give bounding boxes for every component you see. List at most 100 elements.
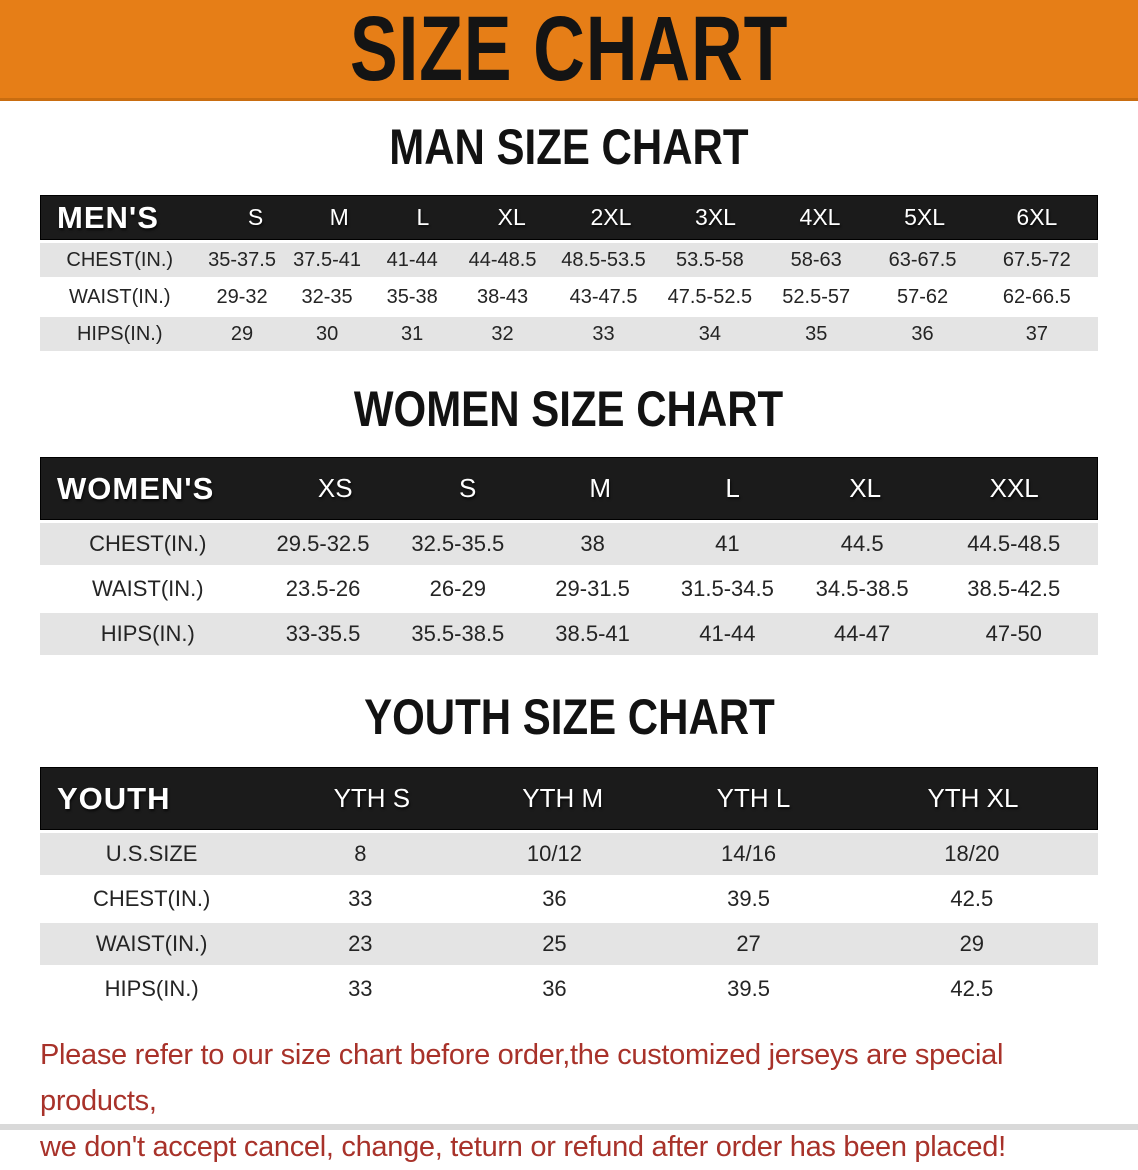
table-cell: 31 (401, 322, 424, 345)
men-col-header: S (247, 204, 264, 230)
table-cell: 30 (315, 322, 339, 345)
table-cell: 10/12 (526, 841, 582, 866)
row-label: CHEST(IN.) (66, 248, 174, 271)
table-cell: 33 (348, 886, 373, 911)
men-col-header: 5XL (904, 204, 945, 230)
row-label: WAIST(IN.) (69, 285, 171, 308)
table-cell: 36 (911, 322, 934, 345)
women-col-header: XL (849, 473, 882, 503)
table-cell: 41 (715, 531, 740, 556)
table-cell: 62-66.5 (1002, 285, 1071, 308)
table-cell: 38.5-41 (555, 621, 630, 646)
table-cell: 33 (592, 322, 615, 345)
table-cell: 8 (354, 841, 367, 866)
youth-section-title-text: YOUTH SIZE CHART (363, 689, 775, 745)
table-cell: 36 (542, 886, 567, 911)
row-label: HIPS(IN.) (100, 621, 195, 646)
table-cell: 39.5 (727, 976, 770, 1001)
table-cell: 34.5-38.5 (815, 576, 909, 601)
row-label: U.S.SIZE (105, 841, 198, 866)
youth-col-header: YTH XL (927, 783, 1019, 813)
table-cell: 29-32 (216, 285, 268, 308)
table-cell: 52.5-57 (782, 285, 851, 308)
table-cell: 34 (698, 322, 721, 345)
table-cell: 38.5-42.5 (967, 576, 1061, 601)
table-cell: 41-44 (386, 248, 438, 271)
women-col-header: M (589, 473, 612, 503)
table-cell: 33 (348, 976, 373, 1001)
disclaimer: Please refer to our size chart before or… (40, 1032, 1118, 1170)
table-row: CHEST(IN.) 33 36 39.5 42.5 (40, 878, 1098, 920)
table-cell: 43-47.5 (569, 285, 638, 308)
table-row: HIPS(IN.) 29 30 31 32 33 34 35 36 37 (40, 317, 1098, 351)
table-cell: 44.5-48.5 (967, 531, 1061, 556)
men-col-header: M (329, 204, 349, 230)
page-title: SIZE CHART (349, 0, 789, 100)
table-cell: 58-63 (790, 248, 842, 271)
women-section-title-text: WOMEN SIZE CHART (354, 381, 784, 437)
women-corner-label: WOMEN'S (57, 470, 215, 506)
youth-col-header: YTH L (716, 783, 791, 813)
table-cell: 63-67.5 (888, 248, 957, 271)
banner: SIZE CHART (0, 0, 1138, 101)
table-cell: 37 (1025, 322, 1048, 345)
table-cell: 23 (348, 931, 373, 956)
youth-table-header: YOUTH YTH S YTH M YTH L YTH XL (40, 767, 1098, 830)
men-col-header: 3XL (695, 204, 736, 230)
table-cell: 18/20 (944, 841, 1000, 866)
table-cell: 35 (805, 322, 828, 345)
men-col-header: 2XL (590, 204, 632, 230)
youth-corner-label: YOUTH (57, 780, 171, 816)
table-row: HIPS(IN.) 33-35.5 35.5-38.5 38.5-41 41-4… (40, 613, 1098, 655)
row-label: WAIST(IN.) (95, 931, 208, 956)
table-cell: 44-48.5 (468, 248, 537, 271)
table-cell: 14/16 (721, 841, 777, 866)
table-row: CHEST(IN.) 29.5-32.5 32.5-35.5 38 41 44.… (40, 523, 1098, 565)
table-cell: 26-29 (429, 576, 486, 601)
men-col-header: 6XL (1016, 204, 1058, 230)
table-cell: 35-37.5 (208, 248, 276, 271)
youth-section-title: YOUTH SIZE CHART (0, 691, 1138, 743)
table-cell: 31.5-34.5 (680, 576, 774, 601)
table-cell: 32.5-35.5 (411, 531, 505, 556)
women-col-header: S (459, 473, 477, 503)
women-table-header: WOMEN'S XS S M L XL XXL (40, 457, 1098, 520)
women-col-header: XS (317, 473, 353, 503)
table-cell: 29 (959, 931, 985, 956)
youth-col-header: YTH S (333, 783, 411, 813)
table-row: CHEST(IN.) 35-37.5 37.5-41 41-44 44-48.5… (40, 243, 1098, 277)
youth-size-table: YOUTH YTH S YTH M YTH L YTH XL U.S.SIZE … (40, 767, 1098, 1010)
table-cell: 29 (230, 322, 254, 345)
table-cell: 57-62 (896, 285, 949, 308)
table-cell: 23.5-26 (285, 576, 361, 601)
women-col-header: L (725, 473, 740, 503)
row-label: HIPS(IN.) (76, 322, 163, 345)
table-cell: 44.5 (840, 531, 884, 556)
table-cell: 48.5-53.5 (561, 248, 646, 271)
men-section-title: MAN SIZE CHART (0, 121, 1138, 173)
row-label: CHEST(IN.) (89, 531, 207, 556)
men-section-title-text: MAN SIZE CHART (389, 119, 749, 175)
table-cell: 35.5-38.5 (411, 621, 505, 646)
disclaimer-line-2: we don't accept cancel, change, teturn o… (40, 1131, 1006, 1163)
table-row: U.S.SIZE 8 10/12 14/16 18/20 (40, 833, 1098, 875)
table-cell: 32 (491, 322, 514, 345)
women-section-title: WOMEN SIZE CHART (0, 383, 1138, 435)
men-col-header: L (416, 204, 430, 230)
bottom-edge-strip (0, 1124, 1138, 1130)
men-table-header: MEN'S S M L XL 2XL 3XL 4XL 5XL 6XL (40, 195, 1098, 240)
women-col-header: XXL (989, 473, 1039, 503)
row-label: WAIST(IN.) (92, 576, 204, 601)
table-row: WAIST(IN.) 29-32 32-35 35-38 38-43 43-47… (40, 280, 1098, 314)
table-cell: 35-38 (386, 285, 438, 308)
disclaimer-line-1: Please refer to our size chart before or… (40, 1039, 1004, 1117)
table-cell: 29-31.5 (555, 576, 630, 601)
table-cell: 29.5-32.5 (276, 531, 370, 556)
table-cell: 37.5-41 (293, 248, 362, 271)
table-cell: 44-47 (834, 621, 891, 646)
men-size-table: MEN'S S M L XL 2XL 3XL 4XL 5XL 6XL CHEST… (40, 195, 1098, 351)
table-cell: 38-43 (476, 285, 529, 308)
table-cell: 42.5 (950, 886, 994, 911)
table-cell: 25 (542, 931, 567, 956)
table-cell: 39.5 (727, 886, 770, 911)
